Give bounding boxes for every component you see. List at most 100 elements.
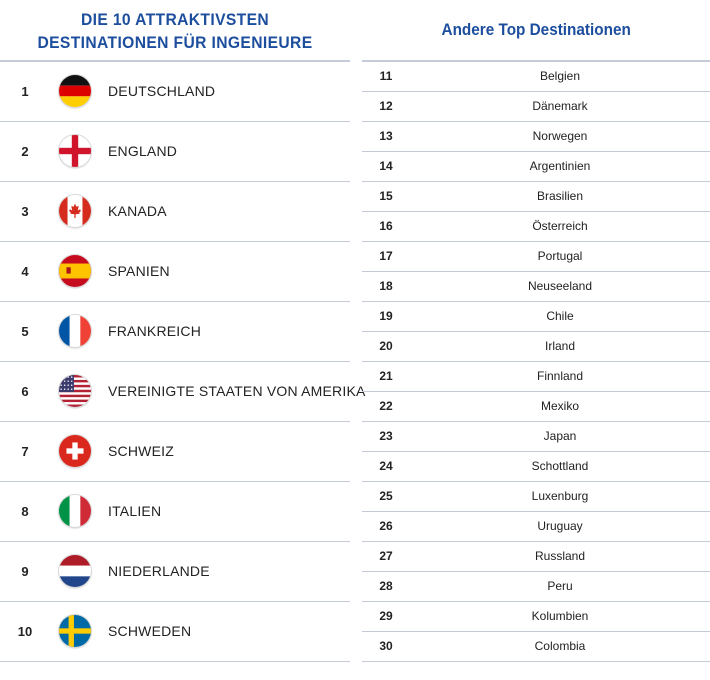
list-item: 11 Belgien bbox=[362, 62, 710, 92]
destination-row: 10 SCHWEDEN bbox=[0, 602, 350, 662]
country-name: Finnland bbox=[536, 369, 584, 383]
rank-number: 8 bbox=[21, 504, 29, 519]
list-item: 27 Russland bbox=[362, 542, 710, 572]
country-name: Belgien bbox=[539, 69, 581, 83]
list-item: 17 Portugal bbox=[362, 242, 710, 272]
country-name: Mexiko bbox=[540, 399, 579, 413]
usa-flag-icon bbox=[59, 375, 91, 407]
destination-row: 4 SPANIEN bbox=[0, 242, 350, 302]
list-item: 24 Schottland bbox=[362, 452, 710, 482]
destination-row: 1 DEUTSCHLAND bbox=[0, 62, 350, 122]
list-item: 26 Uruguay bbox=[362, 512, 710, 542]
rank-number: 5 bbox=[21, 324, 29, 339]
country-name: Dänemark bbox=[532, 99, 588, 113]
rank-number: 10 bbox=[17, 624, 33, 639]
list-item: 28 Peru bbox=[362, 572, 710, 602]
list-item: 13 Norwegen bbox=[362, 122, 710, 152]
country-name: KANADA bbox=[108, 203, 167, 219]
rank-number: 6 bbox=[21, 384, 29, 399]
list-item: 29 Kolumbien bbox=[362, 602, 710, 632]
list-item: 22 Mexiko bbox=[362, 392, 710, 422]
rank-number: 18 bbox=[379, 279, 393, 293]
country-name: VEREINIGTE STAATEN VON AMERIKA bbox=[108, 383, 366, 399]
country-name: Russland bbox=[534, 549, 586, 563]
other-destinations-panel: Andere Top Destinationen 11 Belgien 12 Däne… bbox=[362, 0, 710, 662]
france-flag-icon bbox=[59, 315, 91, 347]
destination-row: 2 ENGLAND bbox=[0, 122, 350, 182]
country-name: SCHWEIZ bbox=[108, 443, 174, 459]
country-name: SPANIEN bbox=[108, 263, 170, 279]
top-ten-title: DIE 10 ATTRAKTIVSTEN DESTINATIONEN FÜR I… bbox=[0, 0, 350, 60]
country-name: FRANKREICH bbox=[108, 323, 202, 339]
rank-number: 19 bbox=[379, 309, 393, 323]
italy-flag-icon bbox=[59, 495, 91, 527]
destination-row: 5 FRANKREICH bbox=[0, 302, 350, 362]
sweden-flag-icon bbox=[59, 615, 91, 647]
rank-number: 13 bbox=[379, 129, 393, 143]
list-item: 12 Dänemark bbox=[362, 92, 710, 122]
country-name: Peru bbox=[547, 579, 573, 593]
netherlands-flag-icon bbox=[59, 555, 91, 587]
destination-row: 9 NIEDERLANDE bbox=[0, 542, 350, 602]
rank-number: 1 bbox=[21, 84, 29, 99]
rank-number: 29 bbox=[379, 609, 393, 623]
divider bbox=[362, 60, 710, 62]
list-item: 23 Japan bbox=[362, 422, 710, 452]
destination-row: 6 VEREINIGTE STAATEN VON AMERIKA bbox=[0, 362, 365, 422]
rank-number: 7 bbox=[21, 444, 29, 459]
country-name: Luxenburg bbox=[531, 489, 589, 503]
top-ten-title-line1: DIE 10 ATTRAKTIVSTEN bbox=[80, 10, 270, 29]
country-name: DEUTSCHLAND bbox=[108, 83, 216, 99]
country-name: Argentinien bbox=[529, 159, 591, 173]
country-name: Neuseeland bbox=[527, 279, 593, 293]
top-ten-panel: DIE 10 ATTRAKTIVSTEN DESTINATIONEN FÜR I… bbox=[0, 0, 365, 662]
rank-number: 22 bbox=[379, 399, 393, 413]
list-item: 30 Colombia bbox=[362, 632, 710, 662]
country-name: Irland bbox=[544, 339, 576, 353]
divider bbox=[0, 60, 350, 62]
switzerland-flag-icon bbox=[59, 435, 91, 467]
destination-row: 3 KANADA bbox=[0, 182, 350, 242]
country-name: Portugal bbox=[537, 249, 583, 263]
spain-flag-icon bbox=[59, 255, 91, 287]
list-item: 14 Argentinien bbox=[362, 152, 710, 182]
country-name: Chile bbox=[546, 309, 574, 323]
country-name: Uruguay bbox=[537, 519, 583, 533]
rank-number: 17 bbox=[379, 249, 393, 263]
top-ten-list: 1 DEUTSCHLAND 2 ENGLAND 3 KANADA 4 SPANIEN 5 FRAN… bbox=[0, 62, 365, 662]
list-item: 18 Neuseeland bbox=[362, 272, 710, 302]
other-destinations-title: Andere Top Destinationen bbox=[362, 0, 710, 60]
destination-row: 8 ITALIEN bbox=[0, 482, 350, 542]
canada-flag-icon bbox=[59, 195, 91, 227]
country-name: Japan bbox=[543, 429, 577, 443]
rank-number: 24 bbox=[379, 459, 393, 473]
list-item: 16 Österreich bbox=[362, 212, 710, 242]
rank-number: 30 bbox=[379, 639, 393, 653]
destination-row: 7 SCHWEIZ bbox=[0, 422, 350, 482]
rank-number: 28 bbox=[379, 579, 393, 593]
rank-number: 26 bbox=[379, 519, 393, 533]
country-name: Schottland bbox=[531, 459, 589, 473]
country-name: SCHWEDEN bbox=[108, 623, 192, 639]
rank-number: 4 bbox=[21, 264, 29, 279]
rank-number: 11 bbox=[379, 69, 393, 83]
list-item: 19 Chile bbox=[362, 302, 710, 332]
country-name: Norwegen bbox=[532, 129, 588, 143]
country-name: ITALIEN bbox=[108, 503, 162, 519]
rank-number: 25 bbox=[379, 489, 393, 503]
top-ten-title-line2: DESTINATIONEN FÜR INGENIEURE bbox=[37, 33, 313, 52]
country-name: Brasilien bbox=[536, 189, 584, 203]
list-item: 25 Luxenburg bbox=[362, 482, 710, 512]
list-item: 21 Finnland bbox=[362, 362, 710, 392]
rank-number: 14 bbox=[379, 159, 393, 173]
rank-number: 15 bbox=[379, 189, 393, 203]
list-item: 20 Irland bbox=[362, 332, 710, 362]
country-name: ENGLAND bbox=[108, 143, 178, 159]
other-destinations-list: 11 Belgien 12 Dänemark 13 Norwegen 14 Argentini… bbox=[362, 62, 710, 662]
rank-number: 20 bbox=[379, 339, 393, 353]
rank-number: 2 bbox=[21, 144, 29, 159]
rank-number: 21 bbox=[379, 369, 393, 383]
other-destinations-title-text: Andere Top Destinationen bbox=[441, 20, 631, 39]
rank-number: 12 bbox=[379, 99, 393, 113]
england-flag-icon bbox=[59, 135, 91, 167]
